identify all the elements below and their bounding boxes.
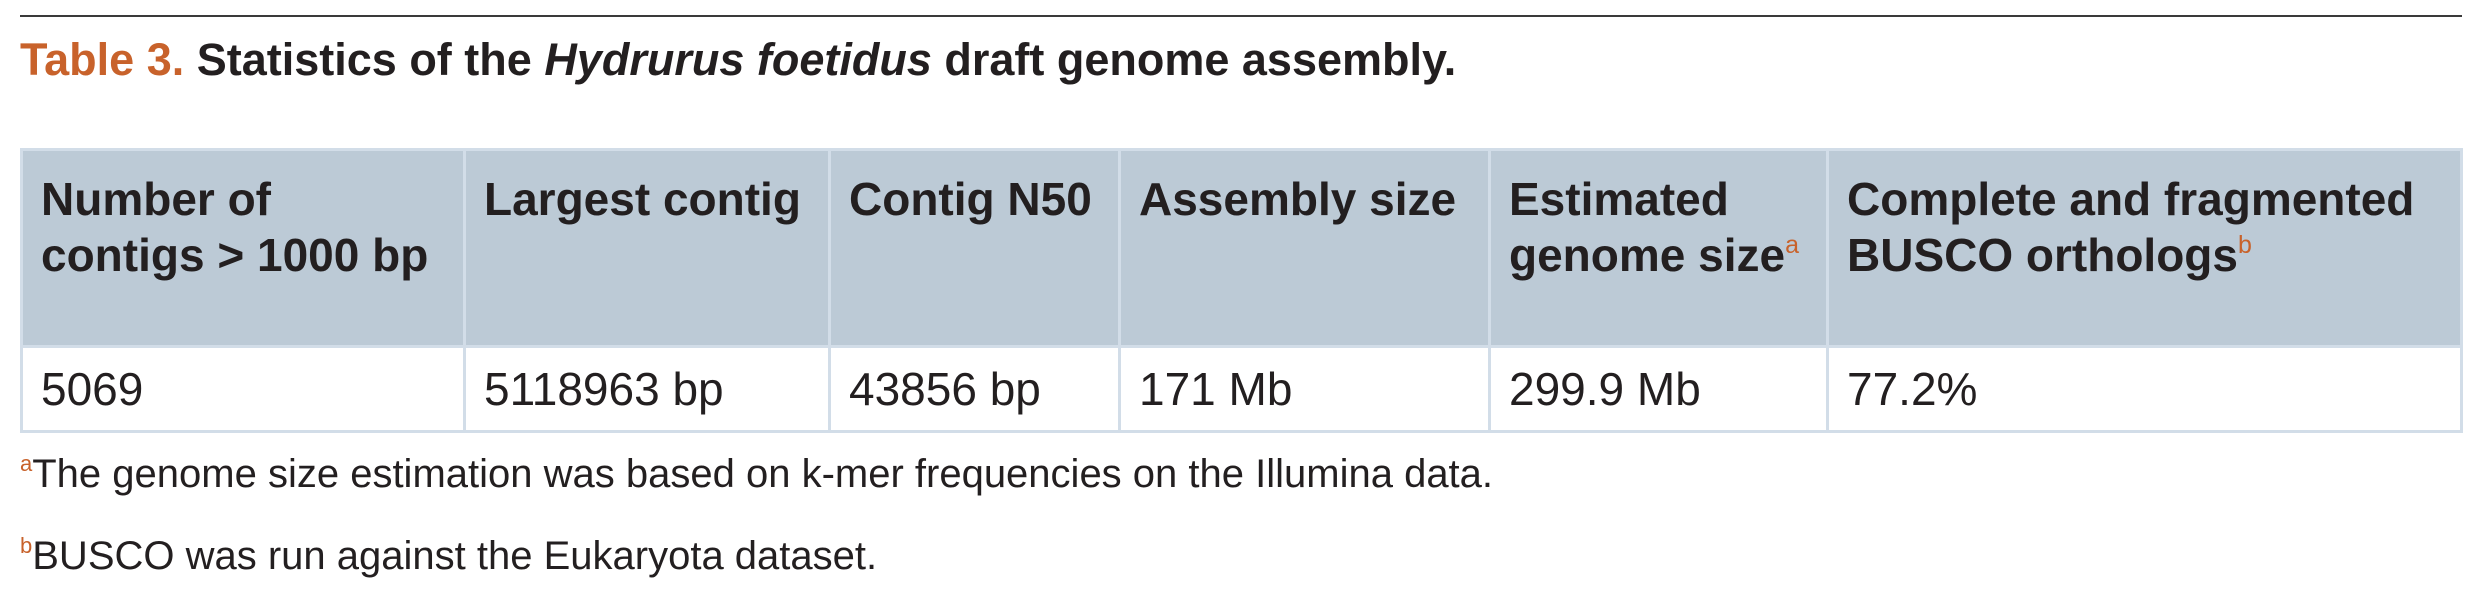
- footnote-a-marker: a: [20, 451, 33, 476]
- caption-text-after: draft genome assembly.: [931, 34, 1457, 85]
- cell-contig-n50: 43856 bp: [828, 345, 1121, 433]
- header-line: Assembly size: [1139, 173, 1457, 225]
- footnote-b-marker: b: [20, 533, 33, 558]
- header-line: Number of: [41, 173, 271, 225]
- header-contig-n50: Contig N50: [828, 148, 1121, 348]
- footnote-a-text: The genome size estimation was based on …: [32, 452, 1494, 496]
- header-line: contigs > 1000 bp: [41, 229, 429, 281]
- footnote-marker-b: b: [2237, 231, 2252, 259]
- header-largest-contig: Largest contig: [463, 148, 831, 348]
- header-number-of-contigs: Number of contigs > 1000 bp: [20, 148, 466, 348]
- cell-assembly-size: 171 Mb: [1118, 345, 1491, 433]
- header-line-text: genome size: [1509, 229, 1786, 281]
- footnote-marker-a: a: [1785, 231, 1799, 259]
- footnote-b-text: BUSCO was run against the Eukaryota data…: [32, 534, 878, 578]
- cell-largest-contig: 5118963 bp: [463, 345, 831, 433]
- header-estimated-genome-size: Estimated genome sizea: [1488, 148, 1829, 348]
- header-line: Largest contig: [484, 173, 801, 225]
- table-row: 5069 5118963 bp 43856 bp 171 Mb 299.9 Mb…: [20, 345, 2463, 433]
- statistics-table: Number of contigs > 1000 bp Largest cont…: [20, 148, 2463, 433]
- header-line: Complete and fragmented: [1847, 173, 2415, 225]
- header-line-text: BUSCO orthologs: [1847, 229, 2238, 281]
- header-line: Estimated: [1509, 173, 1729, 225]
- footnote-b: bBUSCO was run against the Eukaryota dat…: [20, 531, 877, 581]
- footnote-a: aThe genome size estimation was based on…: [20, 449, 1493, 499]
- caption-text-before: Statistics of the: [184, 34, 545, 85]
- top-rule: [20, 15, 2462, 17]
- cell-number-of-contigs: 5069: [20, 345, 466, 433]
- header-line: genome sizea: [1509, 227, 1808, 283]
- cell-busco-orthologs: 77.2%: [1826, 345, 2463, 433]
- header-line: Contig N50: [849, 173, 1092, 225]
- header-line: BUSCO orthologsb: [1847, 227, 2442, 283]
- cell-estimated-genome-size: 299.9 Mb: [1488, 345, 1829, 433]
- table-caption: Table 3. Statistics of the Hydrurus foet…: [20, 30, 1456, 90]
- caption-species-name: Hydrurus foetidus: [544, 34, 932, 85]
- header-assembly-size: Assembly size: [1118, 148, 1491, 348]
- table-header-row: Number of contigs > 1000 bp Largest cont…: [20, 148, 2463, 348]
- header-busco-orthologs: Complete and fragmented BUSCO orthologsb: [1826, 148, 2463, 348]
- table-label: Table 3.: [20, 34, 185, 85]
